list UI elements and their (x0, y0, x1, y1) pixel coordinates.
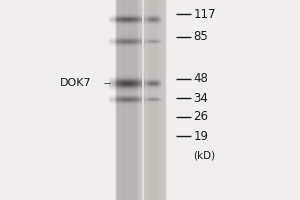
Text: 117: 117 (194, 7, 216, 21)
Text: 26: 26 (194, 110, 208, 123)
Text: 19: 19 (194, 130, 208, 142)
Text: (kD): (kD) (194, 150, 216, 160)
Text: DOK7: DOK7 (60, 78, 92, 88)
Text: 34: 34 (194, 92, 208, 104)
Text: 48: 48 (194, 72, 208, 86)
Text: --: -- (103, 78, 112, 88)
Text: 85: 85 (194, 30, 208, 44)
